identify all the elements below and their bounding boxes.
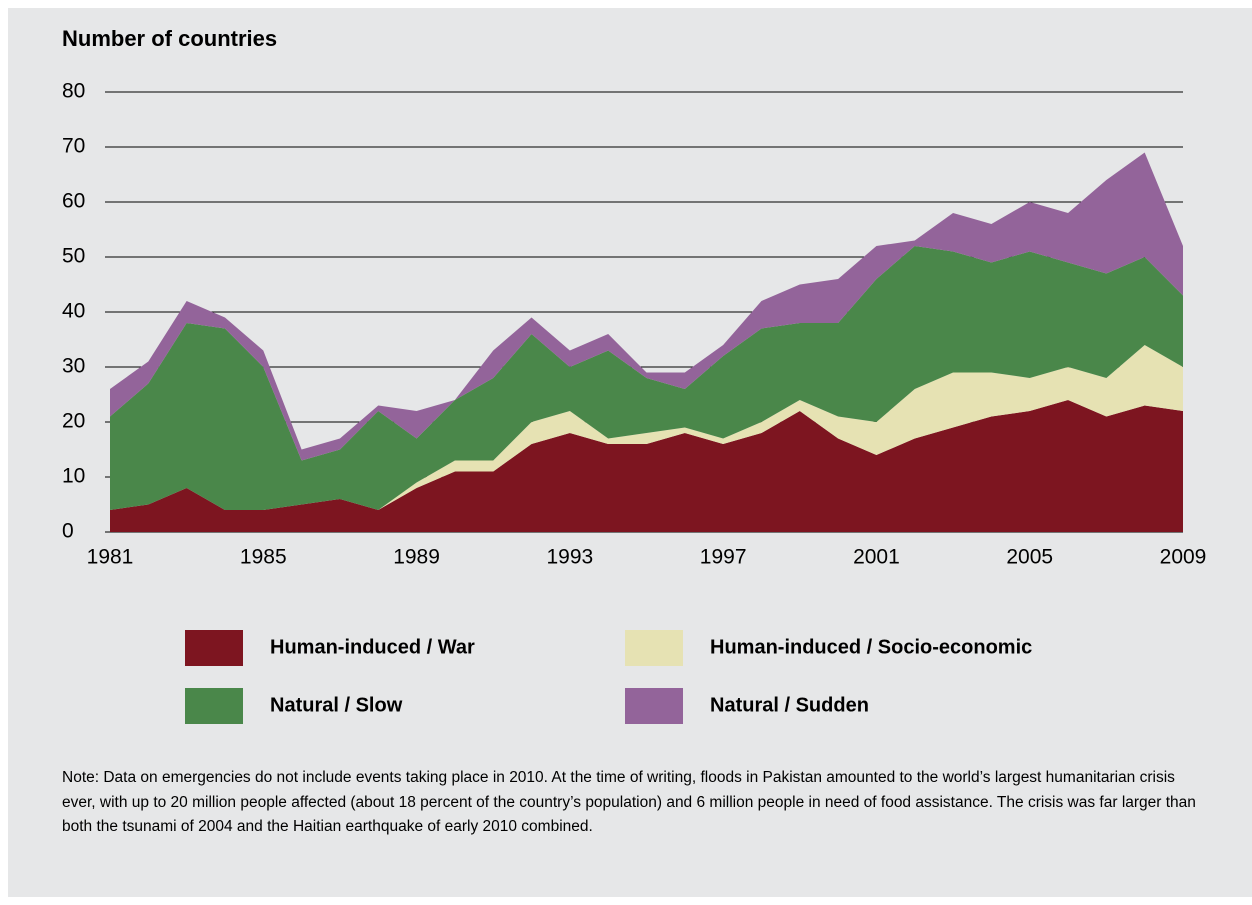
x-tick-label: 1989 [393,546,440,569]
x-tick-label: 2009 [1160,546,1207,569]
legend-swatch [625,630,683,666]
y-tick-label: 30 [62,355,85,378]
legend-swatch [625,688,683,724]
x-tick-label: 1985 [240,546,287,569]
y-tick-label: 60 [62,190,85,213]
x-tick-label: 1997 [700,546,747,569]
y-tick-label: 80 [62,80,85,103]
x-tick-label: 1993 [546,546,593,569]
legend-label: Human-induced / War [270,636,475,658]
legend-swatch [185,630,243,666]
x-tick-label: 2001 [853,546,900,569]
legend-label: Natural / Sudden [710,694,869,716]
y-tick-label: 40 [62,300,85,323]
x-tick-label: 1981 [87,546,134,569]
note: Note: Data on emergencies do not include… [62,769,1196,835]
legend-label: Natural / Slow [270,694,403,716]
y-tick-label: 10 [62,465,85,488]
y-tick-label: 50 [62,245,85,268]
legend-label: Human-induced / Socio-economic [710,636,1032,658]
y-tick-label: 20 [62,410,85,433]
area [110,400,1183,532]
y-tick-label: 0 [62,520,74,543]
y-tick-label: 70 [62,135,85,158]
x-tick-label: 2005 [1006,546,1053,569]
legend-swatch [185,688,243,724]
y-axis-title: Number of countries [62,26,277,51]
